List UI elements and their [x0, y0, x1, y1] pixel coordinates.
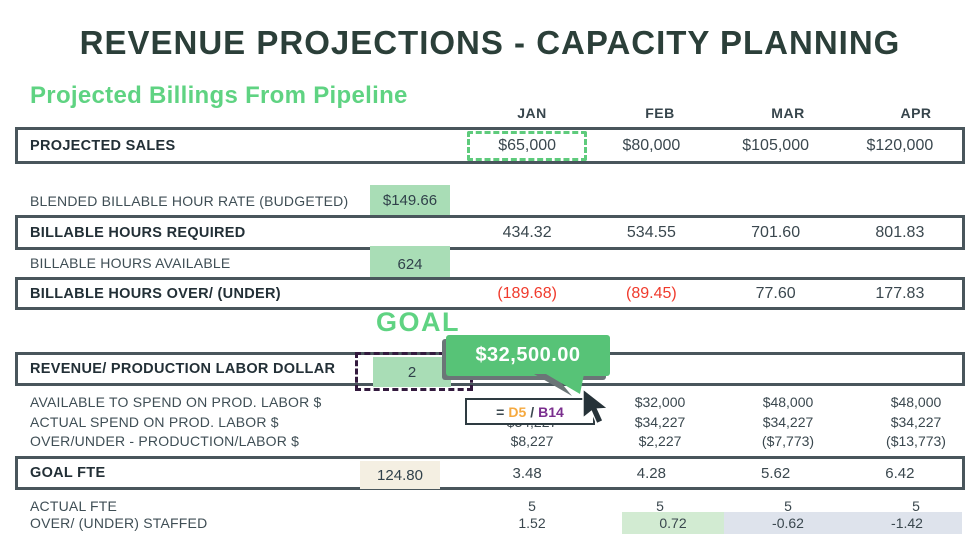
cell-apr[interactable]: $48,000 [890, 394, 942, 410]
row-label: REVENUE/ PRODUCTION LABOR DOLLAR [30, 361, 336, 377]
formula-ref-b14: B14 [538, 403, 564, 420]
column-header-mar: MAR [771, 105, 805, 121]
row-hours-available: BILLABLE HOURS AVAILABLE 624 [15, 246, 980, 282]
formula-cell[interactable]: = D5 / B14 [465, 398, 595, 425]
formula-slash: / [530, 403, 535, 420]
row-label: BILLABLE HOURS AVAILABLE [30, 255, 231, 271]
row-actual-fte: ACTUAL FTE 5 5 5 5 [15, 497, 980, 514]
hours-available-cell[interactable]: 624 [370, 246, 450, 282]
cell-jan[interactable]: $8,227 [510, 433, 554, 449]
cell-apr[interactable]: 801.83 [875, 223, 925, 241]
row-label: BLENDED BILLABLE HOUR RATE (BUDGETED) [30, 193, 349, 209]
row-blended-rate: BLENDED BILLABLE HOUR RATE (BUDGETED) $1… [15, 185, 980, 216]
row-label: GOAL FTE [30, 465, 106, 481]
tooltip-tail-icon [534, 374, 584, 396]
blended-rate-cell[interactable]: $149.66 [370, 185, 450, 215]
cell-feb[interactable]: 4.28 [636, 464, 666, 482]
row-goal-fte: GOAL FTE 124.80 3.48 4.28 5.62 6.42 [15, 456, 965, 490]
goal-callout-label: GOAL [376, 307, 460, 337]
row-label: BILLABLE HOURS OVER/ (UNDER) [30, 285, 281, 302]
cell-feb[interactable]: 534.55 [626, 223, 676, 241]
cell-feb[interactable]: $32,000 [634, 394, 686, 410]
cell-mar[interactable]: 701.60 [751, 223, 801, 241]
cell-mar[interactable]: $48,000 [762, 394, 814, 410]
cell-mar[interactable]: $105,000 [742, 136, 809, 154]
page-title: REVENUE PROJECTIONS - CAPACITY PLANNING [79, 24, 901, 61]
column-header-row: JAN FEB MAR APR [15, 103, 980, 123]
row-label: ACTUAL SPEND ON PROD. LABOR $ [30, 414, 279, 430]
cell-apr[interactable]: 5 [912, 497, 920, 514]
row-over-under-staffed: OVER/ (UNDER) STAFFED 1.52 0.72 -0.62 -1… [15, 512, 980, 534]
section-heading: Projected Billings From Pipeline [30, 82, 408, 109]
row-label: PROJECTED SALES [30, 137, 176, 154]
row-label: BILLABLE HOURS REQUIRED [30, 224, 246, 241]
row-label: ACTUAL FTE [30, 497, 118, 514]
formula-ref-d5: D5 [508, 403, 527, 420]
cell-mar[interactable]: 77.60 [755, 284, 796, 302]
row-over-under-labor: OVER/UNDER - PRODUCTION/LABOR $ $8,227 $… [15, 431, 980, 451]
cell-mar[interactable]: ($7,773) [761, 433, 815, 449]
value-tooltip: $32,500.00 [446, 335, 610, 376]
cell-apr[interactable]: -1.42 [852, 512, 962, 534]
labor-dollar-cell[interactable]: 2 [373, 357, 451, 387]
row-projected-sales: PROJECTED SALES $65,000 $80,000 $105,000… [15, 127, 965, 164]
cell-apr[interactable]: $120,000 [866, 136, 934, 154]
cell-jan[interactable]: 1.52 [518, 515, 546, 531]
cell-jan[interactable]: 5 [528, 497, 536, 514]
cell-feb[interactable]: $80,000 [622, 136, 681, 154]
row-hours-required: BILLABLE HOURS REQUIRED 434.32 534.55 70… [15, 215, 965, 250]
cell-feb[interactable]: $34,227 [634, 414, 686, 430]
cell-mar[interactable]: $34,227 [762, 414, 814, 430]
cell-feb[interactable]: 0.72 [622, 512, 724, 534]
goal-fte-rate-cell[interactable]: 124.80 [360, 461, 440, 489]
cell-apr[interactable]: $34,227 [890, 414, 942, 430]
column-header-jan: JAN [517, 105, 547, 121]
row-available-spend: AVAILABLE TO SPEND ON PROD. LABOR $ = D5… [15, 392, 980, 425]
mouse-cursor-icon [582, 389, 610, 425]
cell-jan[interactable]: 3.48 [512, 464, 542, 482]
row-hours-over-under: BILLABLE HOURS OVER/ (UNDER) (189.68) (8… [15, 277, 965, 310]
cell-jan[interactable]: (189.68) [497, 284, 557, 302]
cell-mar[interactable]: 5 [784, 497, 792, 514]
column-header-feb: FEB [645, 105, 675, 121]
formula-equals: = [496, 403, 505, 420]
cell-apr[interactable]: 6.42 [885, 464, 915, 482]
row-label: OVER/ (UNDER) STAFFED [30, 515, 208, 531]
cell-apr[interactable]: 177.83 [875, 284, 925, 302]
copied-cell-selection[interactable]: $65,000 [467, 130, 588, 161]
cell-feb[interactable]: 5 [656, 497, 664, 514]
cell-feb[interactable]: $2,227 [638, 433, 682, 449]
cell-feb[interactable]: (89.45) [626, 284, 677, 302]
column-header-apr: APR [900, 105, 932, 121]
cell-mar[interactable]: 5.62 [761, 464, 791, 482]
cell-jan[interactable]: 434.32 [502, 223, 552, 241]
cell-mar[interactable]: -0.62 [724, 512, 852, 534]
cell-apr[interactable]: ($13,773) [886, 433, 946, 449]
row-actual-spend: ACTUAL SPEND ON PROD. LABOR $ $34,227 $3… [15, 412, 980, 432]
row-label: AVAILABLE TO SPEND ON PROD. LABOR $ [30, 394, 322, 410]
row-label: OVER/UNDER - PRODUCTION/LABOR $ [30, 433, 300, 449]
